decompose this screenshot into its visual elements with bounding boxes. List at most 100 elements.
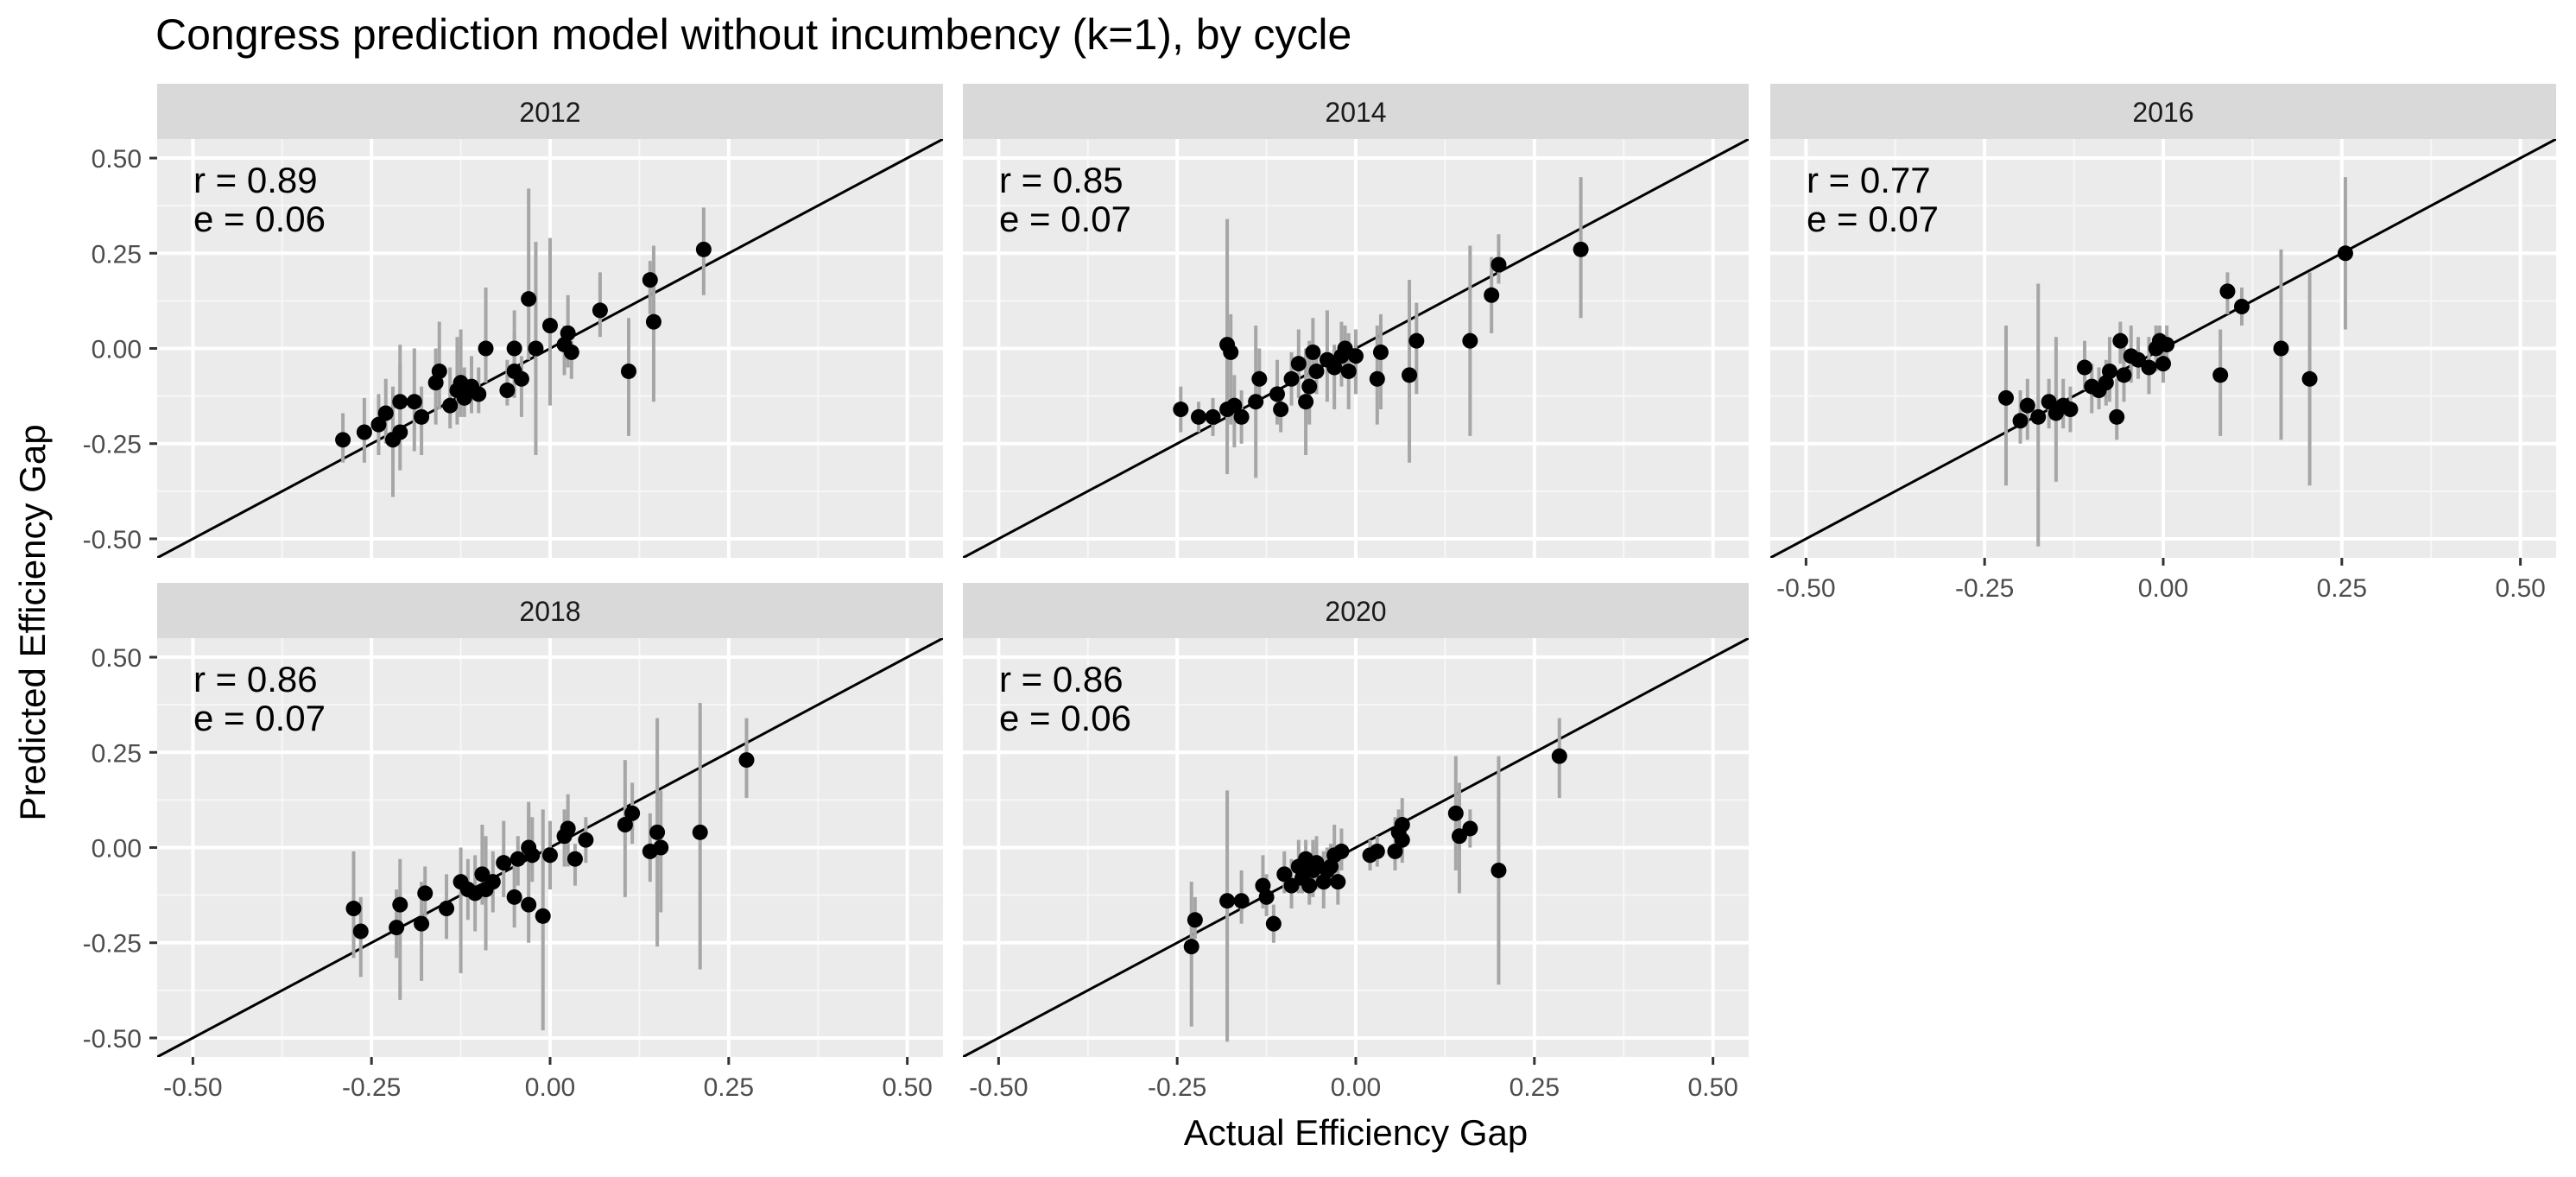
data-point <box>2112 332 2129 349</box>
data-point <box>1205 408 1221 425</box>
data-point <box>1187 912 1203 928</box>
facet-strip-label: 2018 <box>519 596 580 627</box>
data-point <box>1462 332 1478 349</box>
data-point <box>510 851 526 867</box>
y-axis-tick-label: 0.50 <box>92 145 142 174</box>
panel-marks <box>963 139 1749 558</box>
data-point <box>456 389 472 406</box>
data-point <box>1308 855 1325 871</box>
data-point <box>738 752 755 769</box>
data-point <box>653 839 669 856</box>
r-annotation: r = 0.86 <box>193 659 318 699</box>
data-point <box>1491 256 1507 273</box>
facet-panel-2018: 2018 r = 0.86e = 0.07 -0.50 -0.25 0.00 0.25 0.… <box>83 583 943 1102</box>
data-point <box>2019 397 2035 414</box>
y-axis-tick-label: -0.50 <box>83 526 142 554</box>
data-point <box>1219 893 1236 909</box>
data-point <box>2159 337 2175 353</box>
data-point <box>1258 889 1275 905</box>
data-point <box>563 344 579 360</box>
data-point <box>1308 363 1325 379</box>
data-point <box>1447 805 1464 821</box>
data-point <box>1348 348 1364 364</box>
data-point <box>1273 402 1289 418</box>
data-point <box>496 855 512 871</box>
data-point <box>1269 386 1285 402</box>
facet-strip <box>1770 84 2556 139</box>
x-axis-tick-label: 0.50 <box>2495 574 2545 603</box>
data-point <box>2141 359 2157 376</box>
x-axis-tick-label: -0.25 <box>342 1073 401 1102</box>
data-point <box>414 408 430 425</box>
data-point <box>1369 370 1385 387</box>
e-annotation: e = 0.07 <box>193 698 326 738</box>
data-point <box>692 824 708 840</box>
data-point <box>406 394 422 410</box>
data-point <box>1276 866 1293 883</box>
data-point <box>1301 378 1318 395</box>
panel-marks <box>963 638 1749 1057</box>
data-point <box>1251 370 1268 387</box>
data-point <box>474 866 491 883</box>
data-point <box>356 424 372 440</box>
y-axis-tick-label: 0.00 <box>92 835 142 864</box>
r-annotation: r = 0.85 <box>999 160 1123 200</box>
data-point <box>370 416 387 433</box>
data-point <box>2219 283 2236 300</box>
y-axis-tick-label: 0.50 <box>92 644 142 673</box>
data-point <box>417 885 434 902</box>
data-point <box>1573 241 1589 257</box>
data-point <box>1484 287 1500 303</box>
data-point <box>392 896 408 913</box>
data-point <box>528 340 544 357</box>
facet-panel-2014: 2014 r = 0.85e = 0.07 <box>963 84 1749 558</box>
data-point <box>392 424 408 440</box>
data-point <box>560 325 576 341</box>
x-axis-tick-label: 0.25 <box>1510 1073 1560 1102</box>
data-point <box>1551 748 1567 764</box>
data-point <box>1451 828 1467 845</box>
data-point <box>1340 363 1357 379</box>
facet-strip-label: 2012 <box>519 97 580 128</box>
data-point <box>2130 351 2147 368</box>
data-point <box>2234 299 2250 314</box>
data-point <box>1233 408 1250 425</box>
data-point <box>1226 397 1243 414</box>
data-point <box>2077 359 2092 376</box>
data-point <box>1408 332 1425 349</box>
data-point <box>1298 394 1314 410</box>
data-point <box>2012 413 2029 429</box>
facet-strip <box>157 583 943 638</box>
data-point <box>1265 915 1282 932</box>
data-point <box>535 908 551 924</box>
data-point <box>542 318 558 334</box>
data-point <box>499 383 516 398</box>
facet-strip <box>157 84 943 139</box>
data-point <box>345 901 362 917</box>
data-point <box>2109 408 2125 425</box>
x-axis-tick-label: -0.50 <box>163 1073 222 1102</box>
data-point <box>542 847 558 864</box>
facet-panel-2016: 2016 r = 0.77e = 0.07 -0.50 -0.25 0.00 0.25 0.… <box>1770 84 2556 603</box>
data-point <box>1173 402 1189 418</box>
data-point <box>1290 356 1307 372</box>
data-point <box>1462 820 1478 837</box>
x-axis-tick-label: 0.25 <box>704 1073 754 1102</box>
panel-marks <box>1770 139 2556 558</box>
data-point <box>2101 363 2117 379</box>
data-point <box>1402 367 1418 383</box>
data-point <box>642 272 658 288</box>
data-point <box>335 432 351 448</box>
e-annotation: e = 0.07 <box>1807 199 1939 239</box>
data-point <box>389 920 405 936</box>
data-point <box>439 901 455 917</box>
data-point <box>566 851 583 867</box>
y-axis-tick-label: -0.50 <box>83 1025 142 1054</box>
data-point <box>471 386 487 402</box>
data-point <box>2155 356 2171 372</box>
data-point <box>484 874 501 890</box>
data-point <box>1387 843 1403 859</box>
r-annotation: r = 0.86 <box>999 659 1123 699</box>
e-annotation: e = 0.07 <box>999 199 1131 239</box>
